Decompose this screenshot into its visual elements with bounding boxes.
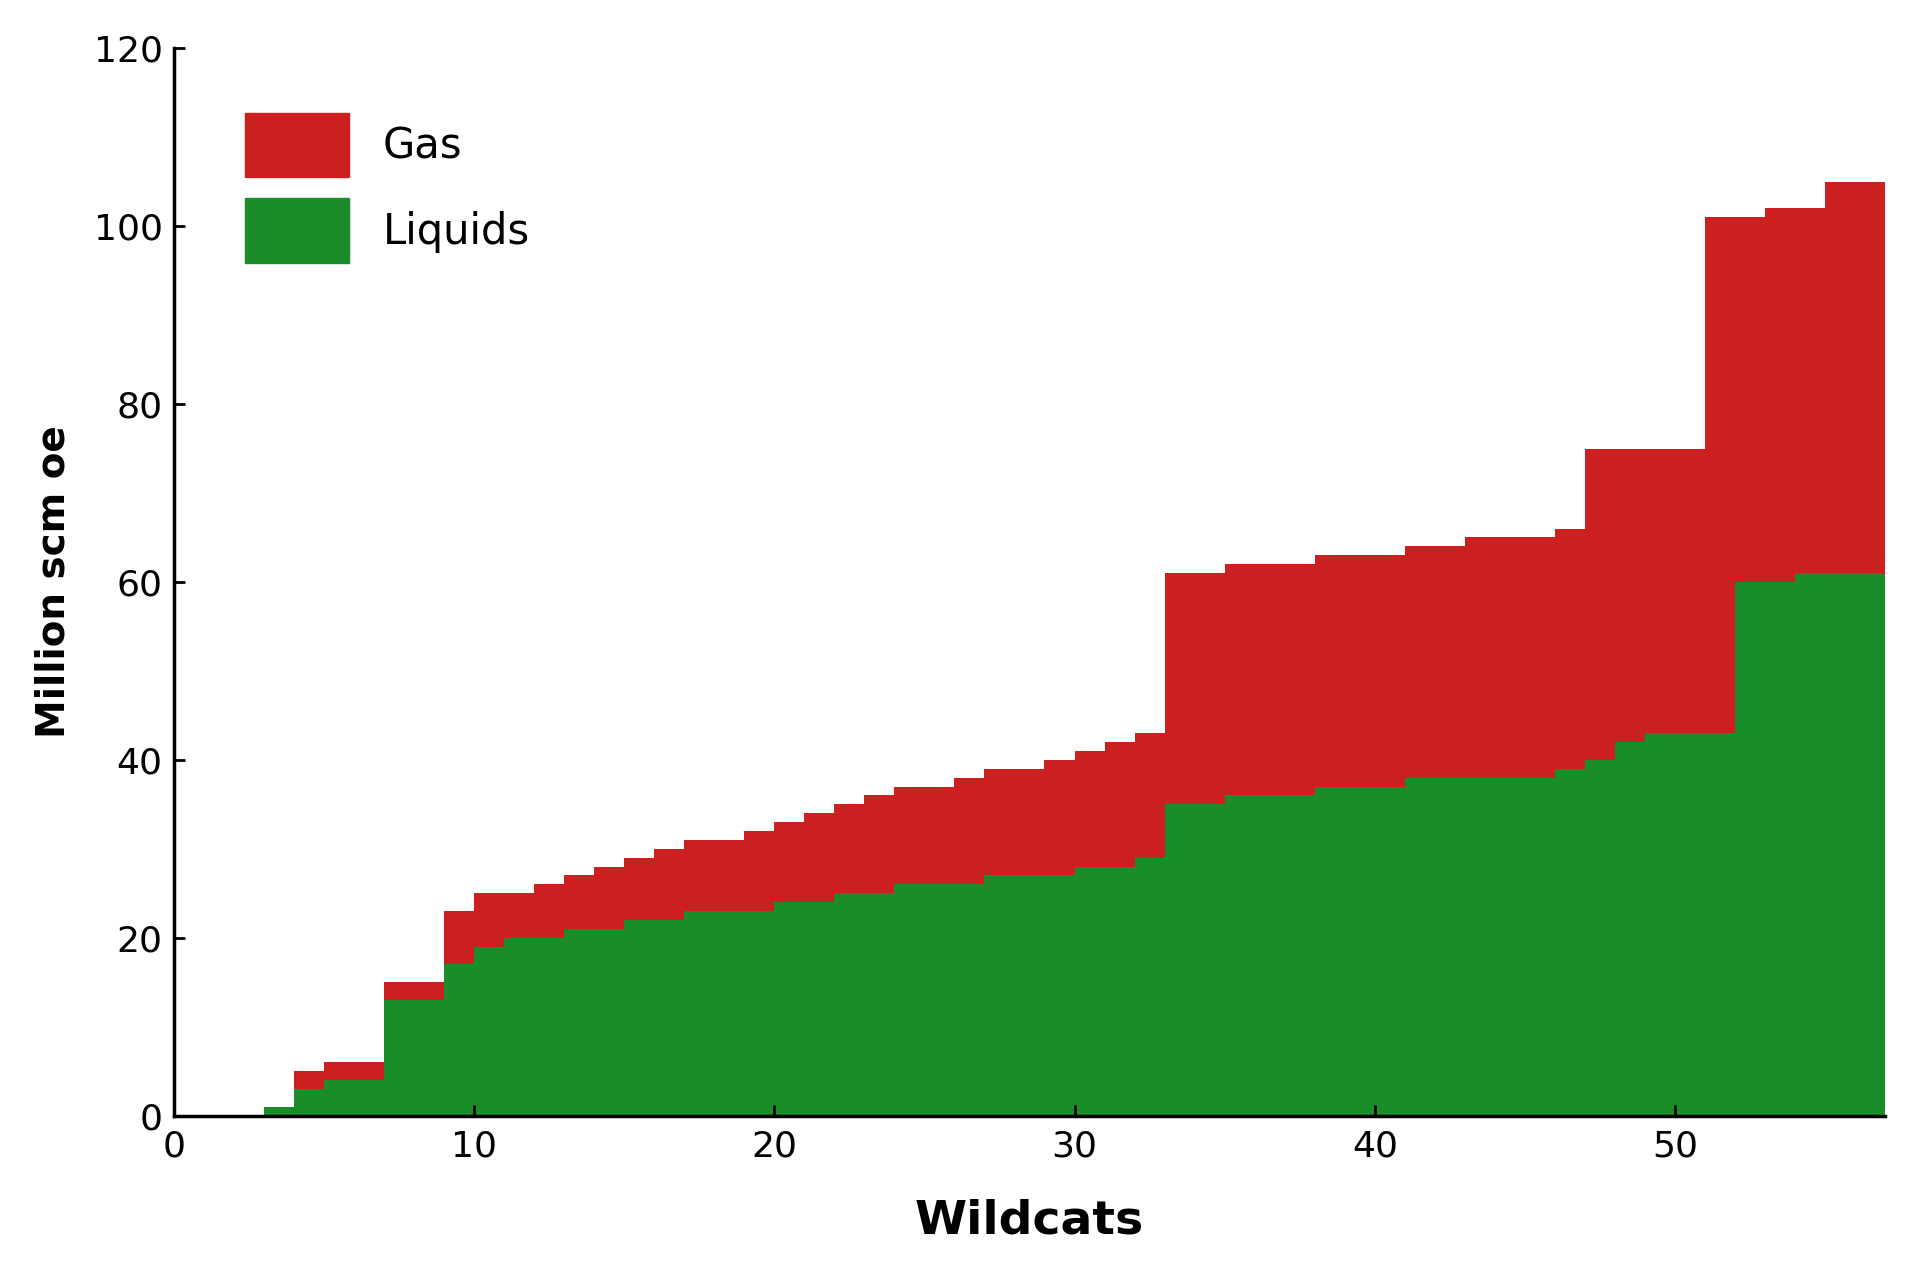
X-axis label: Wildcats: Wildcats [914, 1199, 1144, 1243]
Legend: Gas, Liquids: Gas, Liquids [211, 79, 563, 296]
Y-axis label: Million scm oe: Million scm oe [35, 426, 73, 739]
